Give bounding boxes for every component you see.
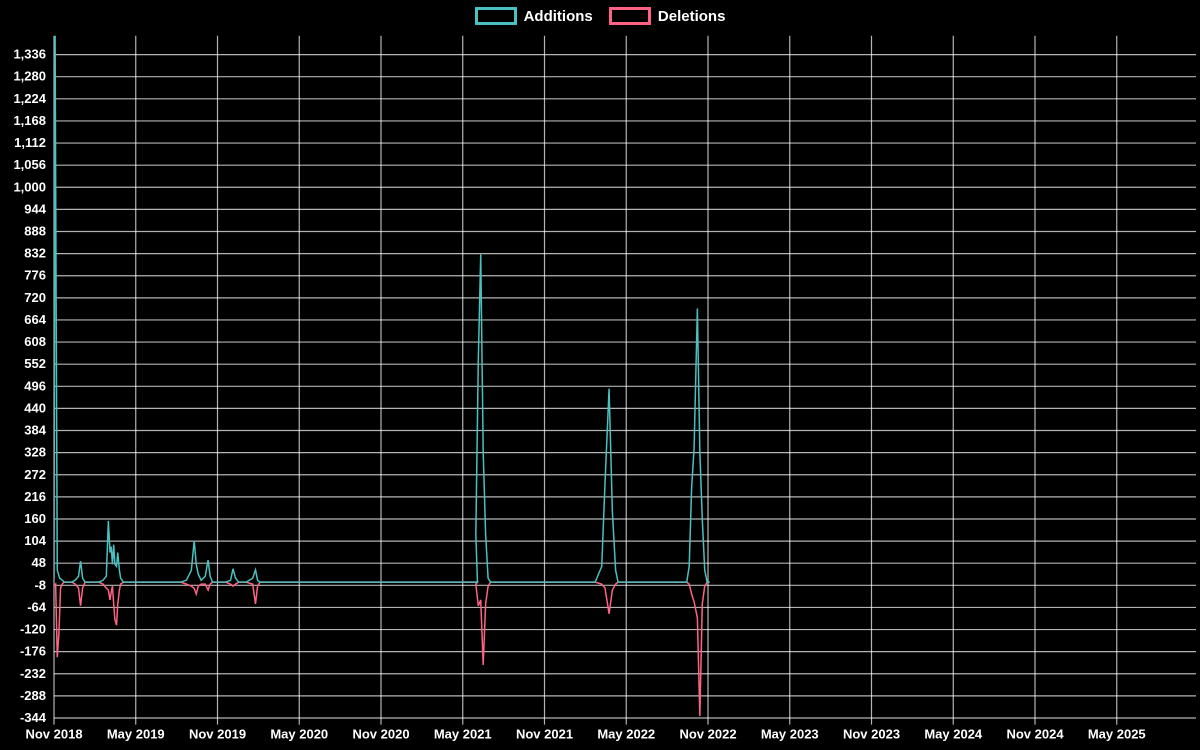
svg-text:Nov 2022: Nov 2022 <box>679 727 736 742</box>
svg-text:May 2019: May 2019 <box>107 727 165 742</box>
svg-text:Nov 2021: Nov 2021 <box>516 727 573 742</box>
svg-text:1,224: 1,224 <box>13 91 46 106</box>
svg-text:Nov 2023: Nov 2023 <box>843 727 900 742</box>
svg-text:216: 216 <box>24 489 46 504</box>
svg-text:1,056: 1,056 <box>13 157 46 172</box>
svg-text:Nov 2024: Nov 2024 <box>1006 727 1064 742</box>
svg-text:1,280: 1,280 <box>13 69 46 84</box>
svg-text:664: 664 <box>24 312 46 327</box>
svg-text:160: 160 <box>24 511 46 526</box>
svg-text:48: 48 <box>32 555 46 570</box>
svg-text:384: 384 <box>24 423 46 438</box>
svg-text:Nov 2018: Nov 2018 <box>25 727 82 742</box>
svg-text:Nov 2019: Nov 2019 <box>189 727 246 742</box>
svg-text:Nov 2020: Nov 2020 <box>352 727 409 742</box>
svg-text:832: 832 <box>24 246 46 261</box>
svg-text:1,000: 1,000 <box>13 179 46 194</box>
svg-text:944: 944 <box>24 201 46 216</box>
svg-text:-344: -344 <box>20 710 47 725</box>
svg-text:720: 720 <box>24 290 46 305</box>
svg-text:608: 608 <box>24 334 46 349</box>
svg-text:-288: -288 <box>20 688 46 703</box>
svg-text:328: 328 <box>24 445 46 460</box>
svg-text:1,168: 1,168 <box>13 113 46 128</box>
svg-text:1,112: 1,112 <box>14 135 46 150</box>
svg-text:-232: -232 <box>20 666 46 681</box>
svg-text:888: 888 <box>24 224 46 239</box>
svg-text:May 2022: May 2022 <box>597 727 655 742</box>
svg-text:-64: -64 <box>27 599 47 614</box>
svg-text:440: 440 <box>24 400 46 415</box>
svg-text:552: 552 <box>24 356 46 371</box>
svg-text:May 2021: May 2021 <box>434 727 492 742</box>
svg-text:-120: -120 <box>20 622 46 637</box>
svg-text:-8: -8 <box>34 577 46 592</box>
svg-text:272: 272 <box>24 467 46 482</box>
svg-text:1,336: 1,336 <box>13 47 46 62</box>
svg-text:May 2025: May 2025 <box>1088 727 1146 742</box>
svg-text:496: 496 <box>24 378 46 393</box>
svg-text:104: 104 <box>24 533 46 548</box>
svg-text:May 2023: May 2023 <box>761 727 819 742</box>
svg-text:776: 776 <box>24 268 46 283</box>
svg-text:-176: -176 <box>20 644 46 659</box>
svg-text:May 2024: May 2024 <box>924 727 983 742</box>
svg-text:May 2020: May 2020 <box>270 727 328 742</box>
